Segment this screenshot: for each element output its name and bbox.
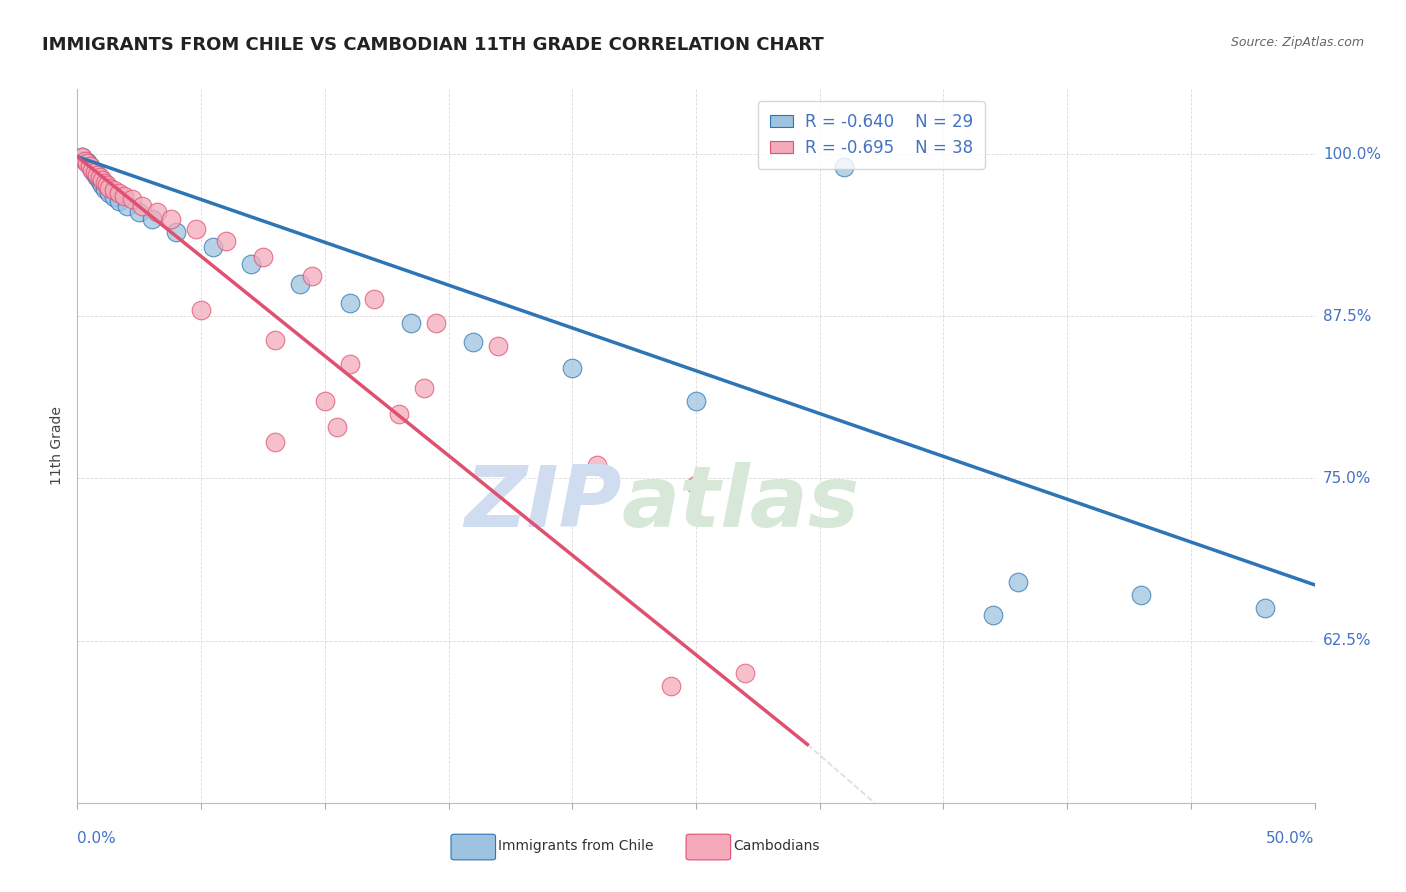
Point	[76, 156, 98, 170]
Point	[314, 393, 336, 408]
Point	[1130, 588, 1153, 602]
Point	[734, 666, 756, 681]
Point	[685, 393, 707, 408]
Text: 50.0%: 50.0%	[1267, 830, 1315, 846]
Text: atlas: atlas	[621, 461, 860, 545]
Point	[288, 277, 311, 291]
Text: Source: ZipAtlas.com: Source: ZipAtlas.com	[1230, 36, 1364, 49]
Point	[89, 174, 111, 188]
Point	[1254, 601, 1277, 615]
Point	[145, 205, 167, 219]
Point	[79, 159, 101, 173]
Point	[339, 296, 361, 310]
Text: 0.0%: 0.0%	[77, 830, 117, 846]
Point	[363, 293, 385, 307]
FancyBboxPatch shape	[686, 834, 731, 860]
Point	[463, 335, 485, 350]
Point	[264, 435, 287, 450]
Point	[128, 205, 150, 219]
Point	[86, 170, 108, 185]
Text: 62.5%: 62.5%	[1323, 633, 1371, 648]
Point	[401, 316, 423, 330]
Point	[215, 234, 238, 248]
Text: IMMIGRANTS FROM CHILE VS CAMBODIAN 11TH GRADE CORRELATION CHART: IMMIGRANTS FROM CHILE VS CAMBODIAN 11TH …	[42, 36, 824, 54]
Text: 100.0%: 100.0%	[1323, 146, 1381, 161]
Point	[93, 176, 115, 190]
Point	[561, 361, 583, 376]
Point	[76, 154, 98, 169]
Point	[89, 170, 111, 185]
Point	[141, 211, 163, 226]
Point	[659, 679, 682, 693]
Point	[184, 222, 207, 236]
Point	[103, 190, 125, 204]
Point	[586, 458, 609, 473]
Point	[83, 167, 105, 181]
Y-axis label: 11th Grade: 11th Grade	[51, 407, 65, 485]
Point	[486, 339, 509, 353]
Point	[91, 178, 114, 193]
Point	[98, 186, 121, 200]
Point	[326, 419, 349, 434]
Text: 87.5%: 87.5%	[1323, 309, 1371, 324]
Point	[264, 333, 287, 347]
Point	[301, 268, 323, 283]
Point	[98, 181, 121, 195]
Point	[685, 478, 707, 492]
Point	[1007, 575, 1029, 590]
Point	[190, 302, 212, 317]
Point	[252, 250, 274, 264]
Point	[165, 225, 187, 239]
Text: ZIP: ZIP	[464, 461, 621, 545]
Point	[388, 407, 411, 421]
Point	[131, 199, 153, 213]
Legend: R = -0.640    N = 29, R = -0.695    N = 38: R = -0.640 N = 29, R = -0.695 N = 38	[758, 101, 984, 169]
Text: Cambodians: Cambodians	[733, 838, 820, 853]
Point	[96, 178, 118, 193]
Point	[112, 188, 135, 202]
Point	[339, 357, 361, 371]
Point	[93, 182, 115, 196]
Point	[239, 257, 262, 271]
Point	[108, 194, 131, 208]
Point	[981, 607, 1004, 622]
Point	[160, 211, 183, 226]
Point	[834, 160, 856, 174]
Point	[425, 316, 447, 330]
Point	[91, 173, 114, 187]
FancyBboxPatch shape	[451, 834, 495, 860]
Point	[72, 150, 94, 164]
Point	[82, 162, 104, 177]
Point	[82, 162, 104, 177]
Point	[83, 165, 105, 179]
Text: 75.0%: 75.0%	[1323, 471, 1371, 486]
Point	[202, 240, 225, 254]
Point	[412, 381, 434, 395]
Point	[79, 159, 101, 173]
Point	[115, 199, 138, 213]
Point	[73, 153, 96, 168]
Point	[108, 186, 131, 200]
Text: Immigrants from Chile: Immigrants from Chile	[498, 838, 654, 853]
Point	[86, 168, 108, 182]
Point	[72, 150, 94, 164]
Point	[121, 193, 143, 207]
Point	[103, 183, 125, 197]
